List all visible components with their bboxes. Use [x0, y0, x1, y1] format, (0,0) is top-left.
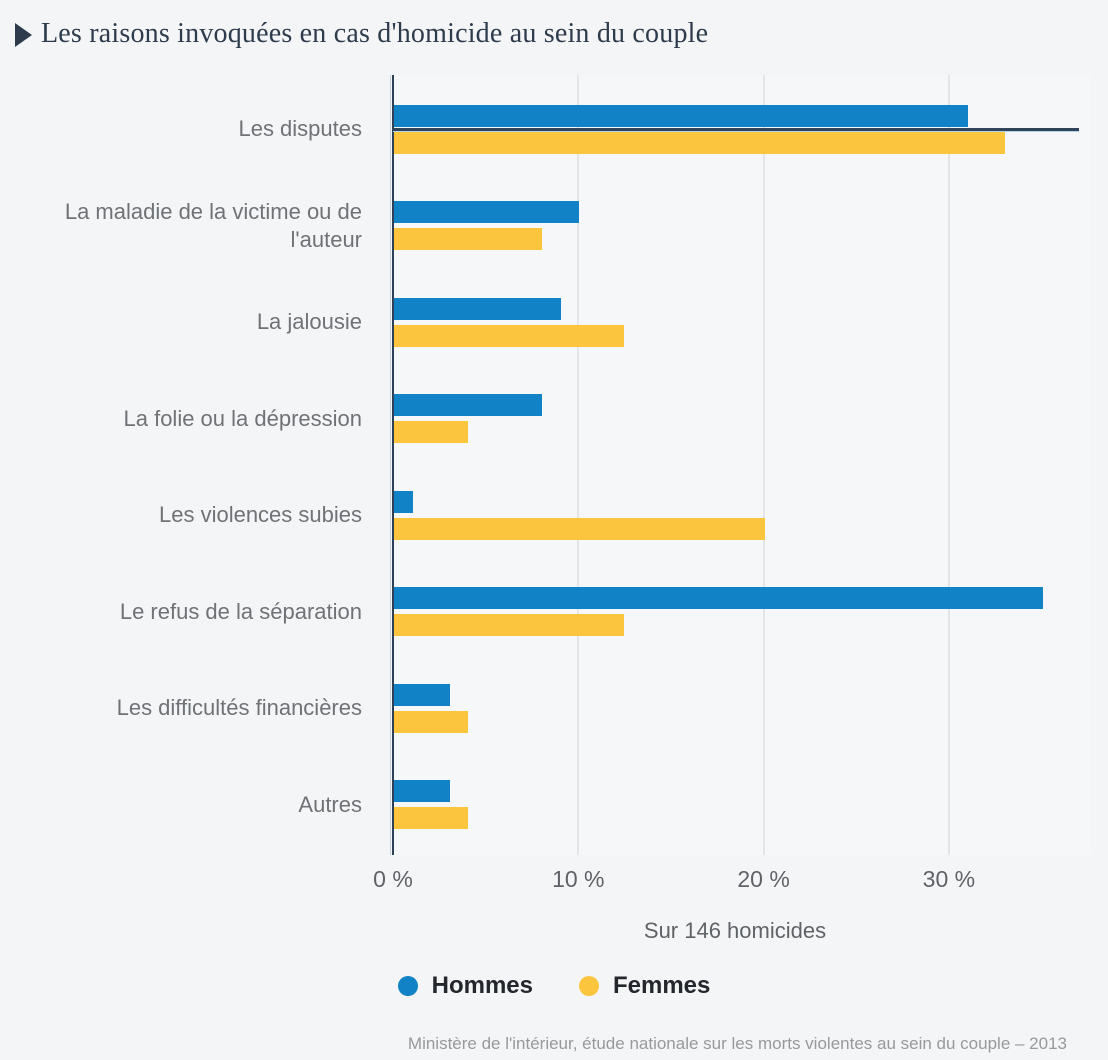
legend-item-hommes[interactable]: Hommes	[397, 972, 533, 1000]
category-label: Les violences subies	[158, 502, 362, 528]
bar-femmes[interactable]	[394, 228, 542, 251]
bar-hommes[interactable]	[394, 490, 413, 513]
bar-femmes[interactable]	[394, 614, 624, 637]
y-axis-zero-gridline	[390, 75, 391, 855]
gridline	[947, 75, 950, 855]
x-axis-title: Sur 146 homicides	[643, 918, 827, 943]
plot-background	[391, 75, 1091, 855]
y-axis-line	[392, 75, 394, 855]
bar-femmes[interactable]	[394, 517, 765, 540]
bar-hommes[interactable]	[394, 104, 968, 127]
x-tick-label: 30 %	[922, 866, 976, 892]
x-tick-label: 0 %	[373, 866, 413, 892]
bar-hommes[interactable]	[394, 297, 561, 320]
bar-hommes[interactable]	[394, 683, 450, 706]
category-label: Autres	[298, 792, 362, 818]
bar-hommes[interactable]	[394, 394, 542, 417]
legend-dot-icon-femmes	[578, 976, 599, 996]
bar-hommes[interactable]	[394, 780, 450, 803]
category-label: La folie ou la dépression	[123, 405, 363, 431]
category-label: Les disputes	[238, 116, 362, 142]
bar-femmes[interactable]	[394, 710, 468, 733]
legend-item-femmes[interactable]: Femmes	[578, 972, 711, 1000]
bar-femmes[interactable]	[394, 421, 468, 444]
chart-title: Les raisons invoquées en cas d'homicide …	[41, 18, 709, 49]
chart-header: Les raisons invoquées en cas d'homicide …	[15, 18, 708, 50]
bar-femmes[interactable]	[394, 131, 1005, 154]
category-label: Les difficultés financières	[116, 695, 362, 721]
title-arrow-icon	[15, 23, 32, 47]
gridline	[577, 75, 580, 855]
gridline	[762, 75, 765, 855]
legend-label: Femmes	[612, 972, 711, 999]
bar-hommes[interactable]	[394, 201, 579, 224]
x-tick-label: 10 %	[552, 866, 605, 892]
legend-dot-icon-hommes	[397, 976, 418, 996]
category-label: Le refus de la séparation	[119, 598, 362, 624]
source-note: Ministère de l'intérieur, étude national…	[407, 1034, 1067, 1053]
x-tick-label: 20 %	[737, 866, 790, 892]
legend-label: Hommes	[431, 972, 533, 999]
chart-legend: Hommes Femmes	[0, 972, 1108, 1000]
category-label: La jalousie	[256, 309, 362, 335]
bar-hommes[interactable]	[394, 587, 1043, 610]
bar-femmes[interactable]	[394, 807, 468, 830]
category-label: La maladie de la victime ou de l'auteur	[64, 198, 362, 252]
marker-line	[393, 127, 1079, 132]
bar-femmes[interactable]	[394, 324, 624, 347]
